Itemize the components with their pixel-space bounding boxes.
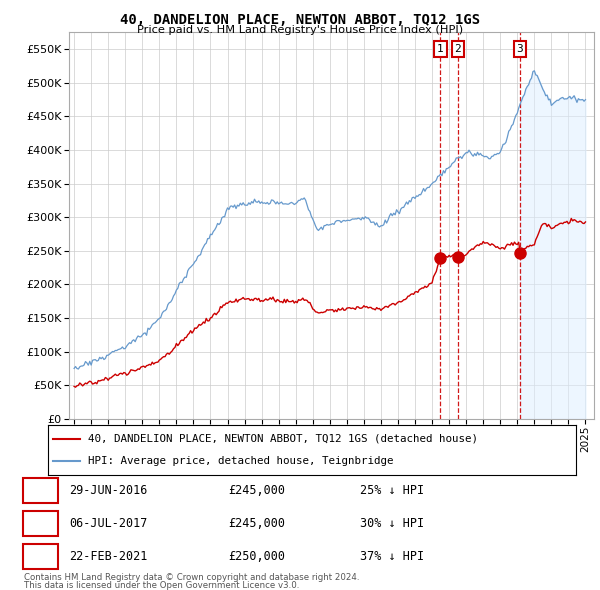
Text: 30% ↓ HPI: 30% ↓ HPI: [360, 517, 424, 530]
Text: Price paid vs. HM Land Registry's House Price Index (HPI): Price paid vs. HM Land Registry's House …: [137, 25, 463, 35]
Text: £250,000: £250,000: [228, 550, 285, 563]
Text: 22-FEB-2021: 22-FEB-2021: [69, 550, 148, 563]
Text: 40, DANDELION PLACE, NEWTON ABBOT, TQ12 1GS (detached house): 40, DANDELION PLACE, NEWTON ABBOT, TQ12 …: [88, 434, 478, 444]
Text: 06-JUL-2017: 06-JUL-2017: [69, 517, 148, 530]
Text: 3: 3: [37, 550, 44, 563]
Text: £245,000: £245,000: [228, 484, 285, 497]
Text: 2: 2: [454, 44, 461, 54]
Text: 37% ↓ HPI: 37% ↓ HPI: [360, 550, 424, 563]
Text: 1: 1: [437, 44, 444, 54]
Text: Contains HM Land Registry data © Crown copyright and database right 2024.: Contains HM Land Registry data © Crown c…: [24, 572, 359, 582]
Text: 29-JUN-2016: 29-JUN-2016: [69, 484, 148, 497]
Text: This data is licensed under the Open Government Licence v3.0.: This data is licensed under the Open Gov…: [24, 581, 299, 590]
Text: 2: 2: [37, 517, 44, 530]
Text: 1: 1: [37, 484, 44, 497]
Text: £245,000: £245,000: [228, 517, 285, 530]
Text: 25% ↓ HPI: 25% ↓ HPI: [360, 484, 424, 497]
Text: 3: 3: [517, 44, 523, 54]
Text: 40, DANDELION PLACE, NEWTON ABBOT, TQ12 1GS: 40, DANDELION PLACE, NEWTON ABBOT, TQ12 …: [120, 13, 480, 27]
Text: HPI: Average price, detached house, Teignbridge: HPI: Average price, detached house, Teig…: [88, 456, 393, 466]
